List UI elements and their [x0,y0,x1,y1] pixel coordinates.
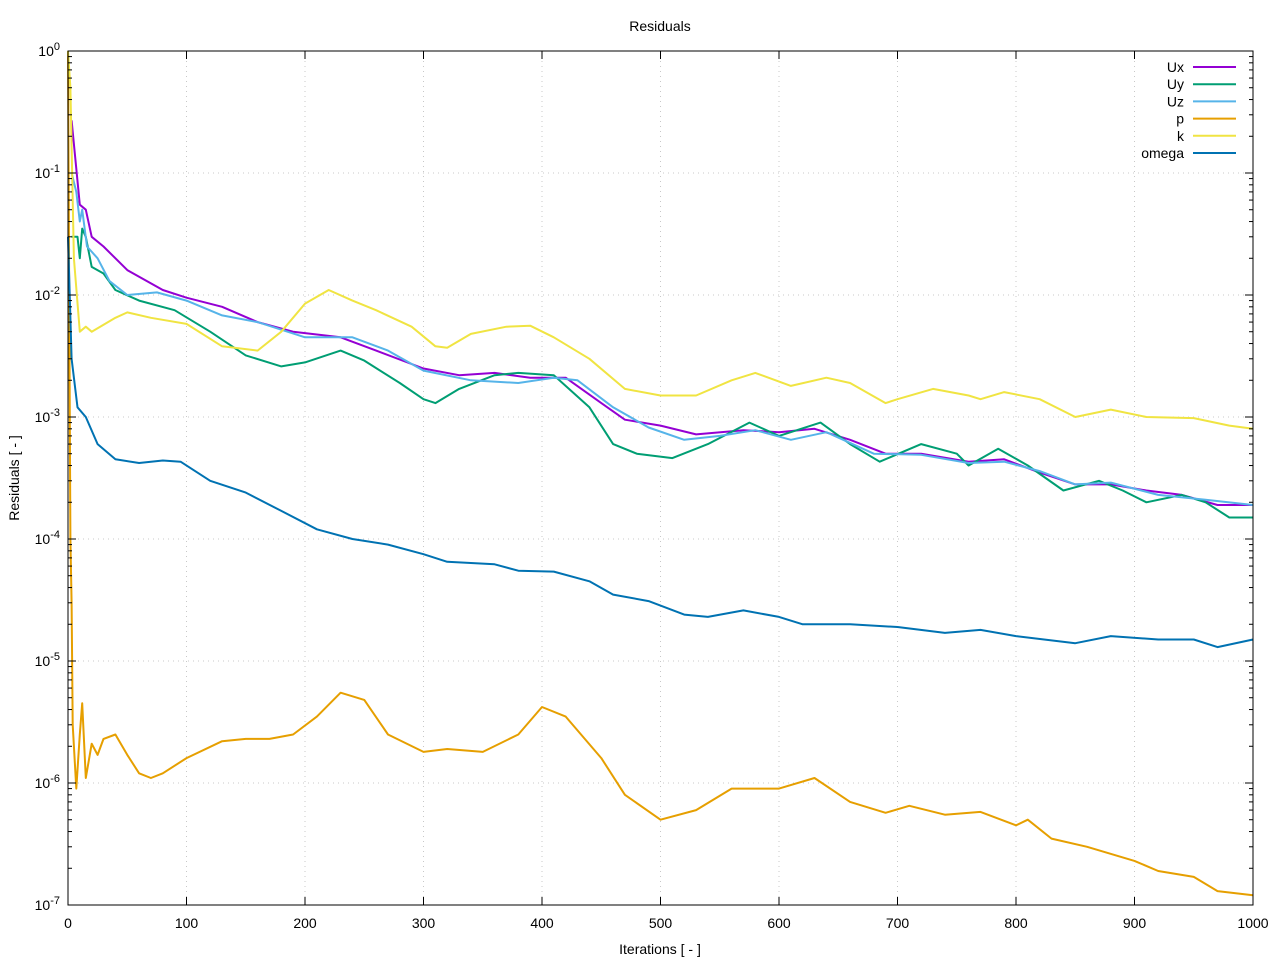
y-tick-label: 10-5 [35,651,60,669]
x-axis-label: Iterations [ - ] [619,941,701,957]
x-tick-label: 300 [412,915,436,931]
ticks: 0 100 200 300 400 500 600 700 800 900 1000 100 10-1 1… [35,41,1269,931]
series-line-omega [67,236,1254,649]
series-lines [67,50,1254,897]
legend-label-Uz: Uz [1167,93,1184,109]
legend-label-Uy: Uy [1167,76,1184,92]
y-tick-label: 10-7 [35,895,60,913]
series-line-Uz [70,172,1254,506]
x-tick-label: 200 [293,915,317,931]
x-tick-label: 0 [64,915,72,931]
legend-label-p: p [1176,111,1184,127]
y-axis-label: Residuals [ - ] [6,435,22,521]
x-tick-label: 500 [649,915,673,931]
series-line-p [67,50,1254,897]
y-tick-label: 10-6 [35,773,60,791]
y-tick-label: 10-2 [35,285,60,303]
chart-title: Residuals [629,18,690,34]
legend-label-omega: omega [1141,145,1184,161]
x-tick-label: 1000 [1237,915,1268,931]
x-tick-label: 100 [175,915,199,931]
x-tick-label: 600 [767,915,791,931]
series-line-Uy [71,227,1253,519]
x-tick-label: 900 [1123,915,1147,931]
legend-label-k: k [1177,128,1185,144]
y-tick-label: 10-3 [35,407,60,425]
x-tick-label: 700 [886,915,910,931]
series-line-Ux [70,120,1253,506]
x-tick-label: 400 [530,915,554,931]
y-tick-label: 10-1 [35,163,60,181]
y-tick-label: 100 [38,41,60,59]
x-tick-label: 800 [1004,915,1028,931]
y-tick-label: 10-4 [35,529,60,547]
grid [68,51,1253,905]
legend-label-Ux: Ux [1167,59,1184,75]
series-line-k [67,50,1254,430]
